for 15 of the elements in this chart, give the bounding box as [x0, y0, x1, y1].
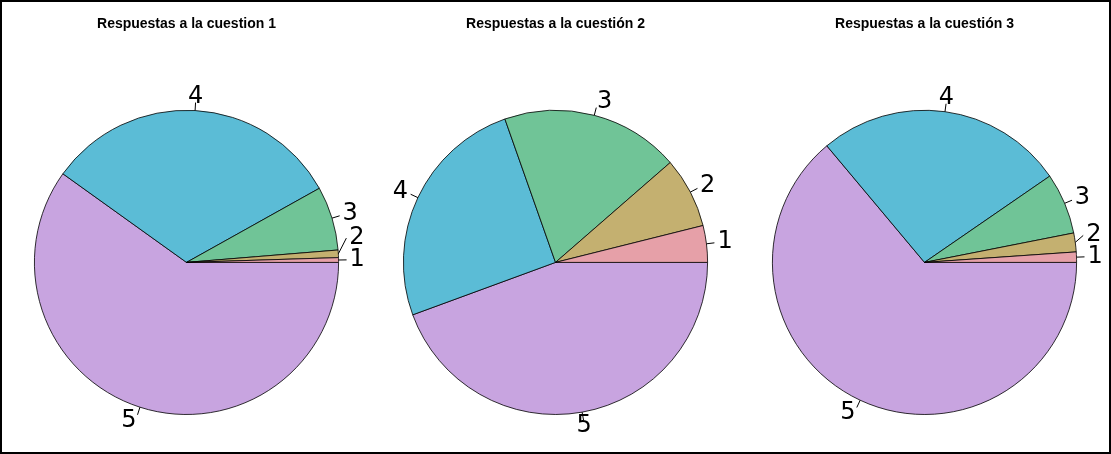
slice-label: 3	[1074, 182, 1091, 211]
slice-label: 2	[700, 169, 716, 198]
slice-label: 5	[121, 404, 137, 433]
chart-title: Respuestas a la cuestión 3	[835, 15, 1015, 32]
slice-label: 5	[840, 397, 856, 426]
slice-label: 4	[392, 175, 408, 204]
chart-title: Respuestas a la cuestión 2	[466, 15, 646, 32]
slice-label: 3	[342, 198, 358, 227]
slice-label: 1	[717, 226, 733, 255]
slice-label: 3	[597, 86, 613, 115]
slice-label: 1	[1087, 240, 1103, 269]
slice-label: 5	[576, 410, 592, 439]
slice-label: 4	[938, 82, 955, 111]
slice-label: 4	[188, 80, 204, 109]
chart-title: Respuestas a la cuestion 1	[97, 15, 277, 32]
